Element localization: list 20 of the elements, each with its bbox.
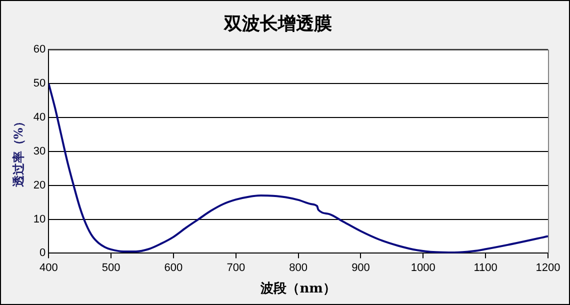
y-axis-title: 透过率（%） — [11, 116, 26, 188]
x-tick-label: 800 — [289, 262, 308, 274]
x-tick-label: 1200 — [536, 262, 560, 274]
y-tick-label: 10 — [33, 213, 46, 226]
x-tick-label: 1100 — [474, 262, 498, 274]
y-tick-label: 30 — [33, 145, 46, 158]
y-tick-label: 60 — [33, 44, 46, 56]
y-tick-label: 40 — [33, 112, 46, 124]
line-series — [48, 82, 548, 254]
y-tick-label: 20 — [33, 179, 46, 192]
x-tick-label: 700 — [226, 262, 246, 274]
x-tick-label: 500 — [102, 262, 120, 274]
x-tick-label: 400 — [39, 262, 58, 274]
y-tick-label: 50 — [33, 78, 46, 90]
x-axis-title: 波段（nm） — [260, 282, 336, 297]
x-tick-label: 1000 — [410, 262, 436, 274]
chart-title: 双波长增透膜 — [223, 13, 332, 34]
y-tick-label: 0 — [40, 247, 46, 260]
x-tick-label: 900 — [352, 262, 370, 274]
x-tick-label: 600 — [164, 262, 183, 274]
